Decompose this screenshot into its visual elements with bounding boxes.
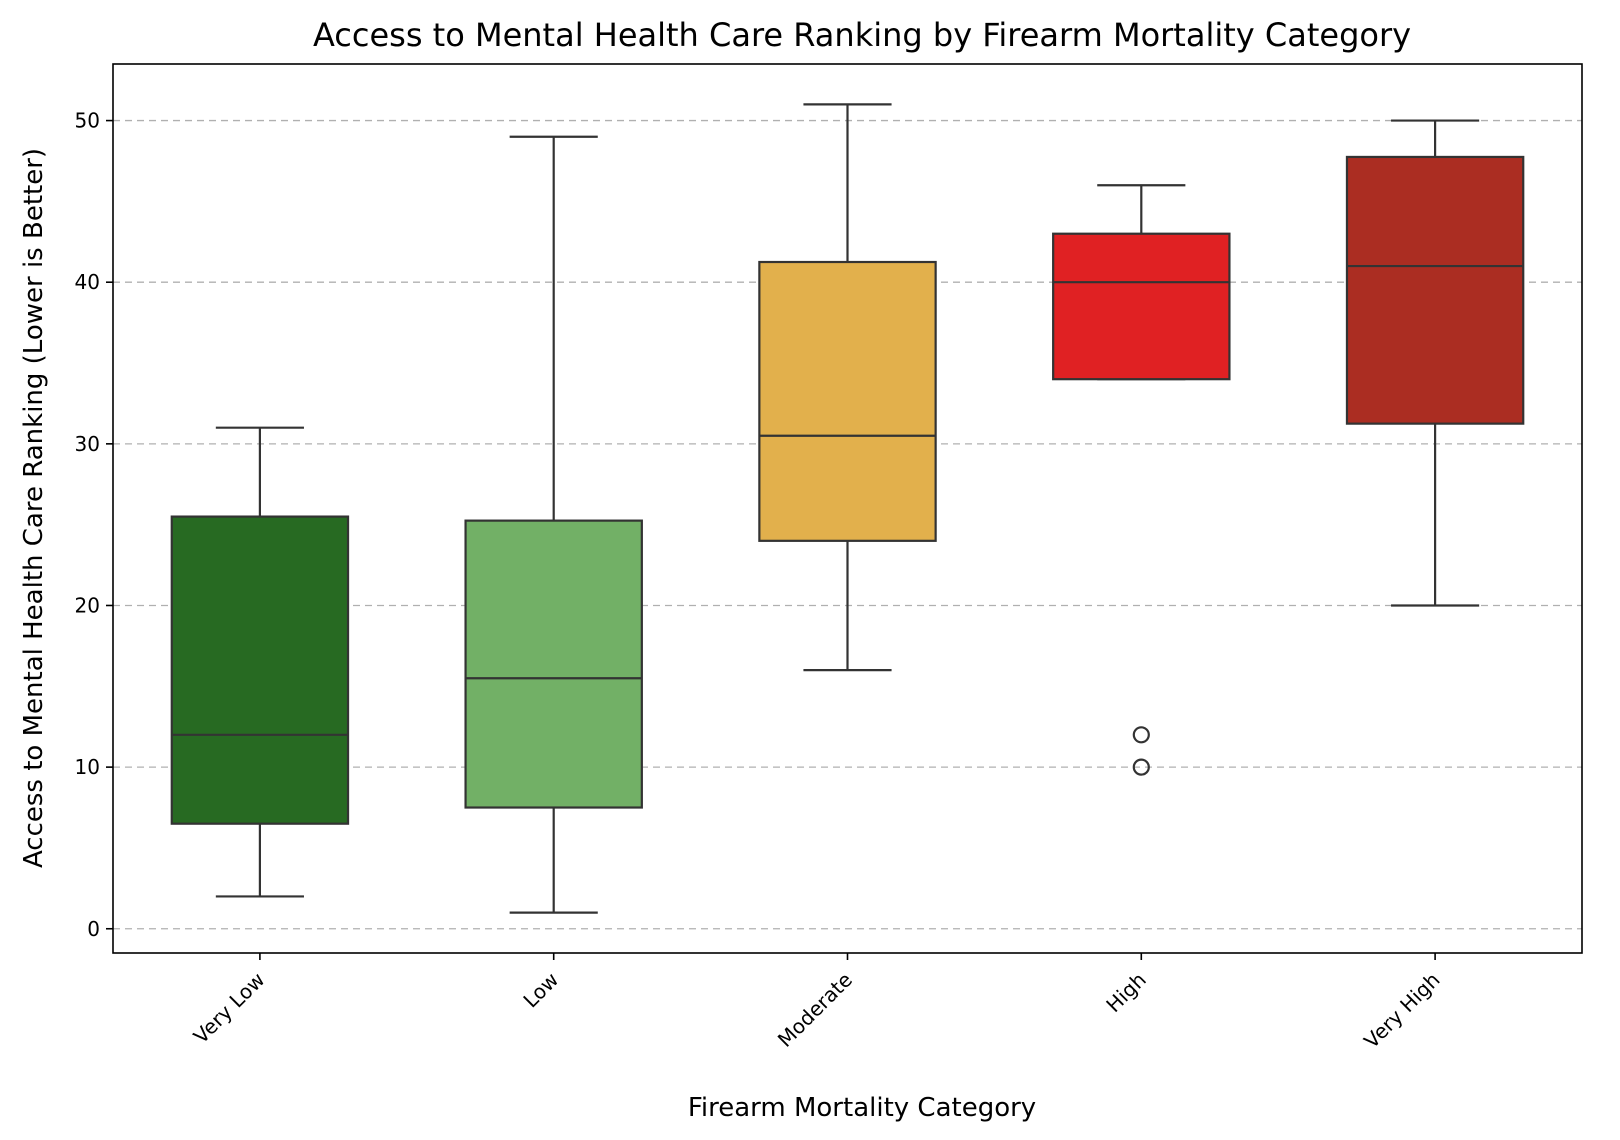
x-tick-label-4: Very High bbox=[1359, 968, 1444, 1053]
y-tick-label-4: 40 bbox=[75, 270, 100, 294]
y-tick-label-5: 50 bbox=[75, 109, 100, 133]
box-group-0 bbox=[170, 426, 350, 898]
y-axis-label: Access to Mental Health Care Ranking (Lo… bbox=[19, 148, 49, 868]
x-tick-label-1: Low bbox=[518, 968, 563, 1013]
box-group-1 bbox=[464, 135, 643, 914]
outlier-3-1 bbox=[1132, 726, 1150, 744]
box-4 bbox=[1345, 155, 1525, 425]
x-tick-label-0: Very Low bbox=[189, 968, 270, 1049]
x-tick-label-2: Moderate bbox=[773, 968, 857, 1052]
x-tick-label-3: High bbox=[1101, 968, 1150, 1017]
box-3 bbox=[1052, 232, 1231, 381]
boxes bbox=[170, 103, 1525, 914]
box-0 bbox=[170, 515, 350, 825]
y-tick-label-2: 20 bbox=[75, 593, 100, 617]
box-1 bbox=[464, 519, 643, 809]
x-axis-ticks: Very Low Low Moderate High Very High bbox=[189, 953, 1445, 1053]
box-2 bbox=[758, 260, 937, 542]
chart-title: Access to Mental Health Care Ranking by … bbox=[313, 16, 1411, 54]
box-group-4 bbox=[1345, 119, 1525, 607]
y-tick-label-0: 0 bbox=[87, 917, 100, 941]
y-tick-label-1: 10 bbox=[75, 755, 100, 779]
x-axis-label: Firearm Mortality Category bbox=[688, 1093, 1036, 1123]
box-group-3 bbox=[1052, 184, 1231, 776]
y-tick-label-3: 30 bbox=[75, 432, 100, 456]
y-axis-ticks: 0 10 20 30 40 50 bbox=[75, 109, 113, 941]
outlier-3-0 bbox=[1132, 758, 1150, 776]
box-group-2 bbox=[758, 103, 937, 672]
